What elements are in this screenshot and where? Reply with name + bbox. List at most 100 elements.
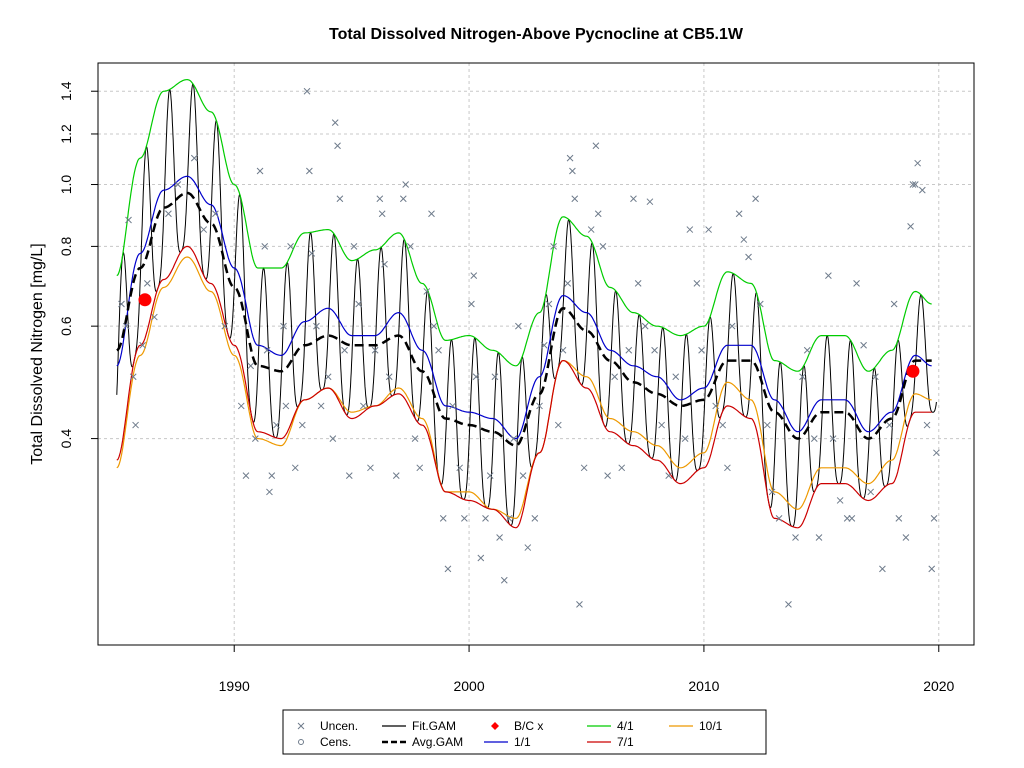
uncensored-point — [909, 181, 917, 188]
series-1-1 — [116, 175, 932, 440]
uncensored-point — [273, 421, 280, 429]
series-avg-gam — [116, 191, 932, 447]
uncensored-point — [360, 402, 367, 410]
uncensored-point — [505, 514, 513, 522]
uncensored-point — [792, 534, 799, 541]
uncensored-point — [139, 341, 146, 349]
uncensored-point — [381, 260, 388, 268]
legend-bcx-label: B/C x — [514, 719, 543, 733]
uncensored-point — [872, 373, 879, 381]
uncensored-point — [752, 195, 759, 203]
legend: Uncen. Cens. Fit.GAM Avg.GAM B/C x 1/1 4/1 7/1 1… — [282, 709, 767, 755]
uncensored-point — [803, 346, 811, 354]
uncensored-point — [672, 373, 680, 381]
uncensored-point — [646, 198, 654, 206]
uncensored-point — [132, 421, 139, 429]
uncensored-point — [190, 154, 198, 162]
bc-points — [138, 293, 920, 378]
uncensored-points — [118, 87, 940, 608]
uncensored-point — [287, 243, 294, 250]
uncensored-point — [324, 373, 332, 381]
uncensored-point — [200, 226, 208, 233]
uncensored-point — [242, 472, 250, 479]
uncensored-point — [918, 186, 926, 194]
uncensored-point — [221, 322, 229, 330]
uncensored-point — [439, 514, 447, 522]
x-tick-label: 2010 — [688, 678, 719, 694]
uncensored-point — [174, 181, 182, 188]
uncensored-point — [592, 142, 600, 150]
uncensored-point — [367, 464, 374, 472]
series-4-1 — [116, 78, 932, 372]
grid-lines — [98, 63, 974, 645]
uncensored-point — [907, 222, 914, 230]
uncensored-point — [423, 288, 431, 295]
x-tick-label: 2000 — [453, 678, 484, 694]
uncensored-point — [895, 514, 903, 522]
uncensored-point — [355, 300, 363, 308]
uncensored-point — [444, 565, 452, 573]
uncensored-point — [430, 322, 438, 330]
uncensored-point — [256, 167, 264, 175]
uncensored-point — [848, 514, 856, 522]
uncensored-point — [461, 514, 468, 522]
uncensored-point — [594, 210, 602, 218]
uncensored-point — [212, 210, 219, 218]
uncensored-point — [756, 300, 764, 308]
uncensored-point — [125, 216, 132, 224]
uncensored-point — [599, 243, 607, 250]
uncensored-point — [345, 472, 353, 479]
uncensored-point — [371, 346, 379, 354]
uncensored-point — [336, 195, 344, 203]
uncensored-point — [686, 226, 694, 233]
uncensored-point — [853, 280, 860, 287]
legend-cens-label: Cens. — [320, 735, 351, 749]
uncensored-point — [740, 236, 748, 243]
uncensored-point — [280, 322, 287, 330]
y-tick-label: 0.4 — [58, 429, 74, 449]
legend-box — [282, 709, 767, 755]
uncensored-point — [604, 472, 611, 479]
uncensored-point — [266, 488, 273, 496]
uncensored-point — [143, 280, 151, 287]
uncensored-point — [385, 373, 393, 381]
uncensored-point — [341, 346, 348, 354]
uncensored-point — [298, 421, 306, 429]
uncensored-point — [402, 181, 410, 188]
uncensored-point — [618, 464, 626, 472]
uncensored-point — [911, 181, 919, 188]
uncensored-point — [531, 514, 539, 522]
uncensored-point — [634, 280, 642, 287]
uncensored-point — [576, 600, 583, 608]
uncensored-point — [317, 402, 325, 410]
x-tick-label: 1990 — [219, 678, 250, 694]
uncensored-point — [681, 435, 689, 442]
uncensored-point — [724, 464, 731, 472]
series-10-1 — [116, 256, 932, 520]
legend-cens-marker — [298, 739, 304, 745]
uncensored-point — [587, 226, 595, 233]
legend-11-label: 1/1 — [514, 735, 531, 749]
uncensored-point — [825, 272, 832, 279]
legend-avggam-label: Avg.GAM — [412, 735, 463, 749]
uncensored-point — [237, 402, 245, 410]
legend-101-label: 10/1 — [699, 719, 723, 733]
uncensored-point — [303, 87, 311, 95]
uncensored-point — [392, 472, 400, 479]
uncensored-point — [763, 421, 771, 429]
uncensored-point — [799, 373, 806, 381]
uncensored-point — [705, 226, 712, 233]
uncensored-point — [768, 488, 776, 496]
uncensored-point — [282, 402, 290, 410]
uncensored-point — [566, 154, 574, 162]
legend-bcx-marker — [491, 722, 499, 730]
series-curves — [116, 78, 932, 529]
uncensored-point — [928, 565, 936, 573]
uncensored-point — [890, 300, 898, 308]
uncensored-point — [693, 280, 701, 287]
uncensored-point — [435, 346, 442, 354]
uncensored-point — [914, 159, 921, 167]
uncensored-point — [477, 554, 485, 562]
uncensored-point — [815, 534, 823, 541]
uncensored-point — [728, 322, 736, 330]
